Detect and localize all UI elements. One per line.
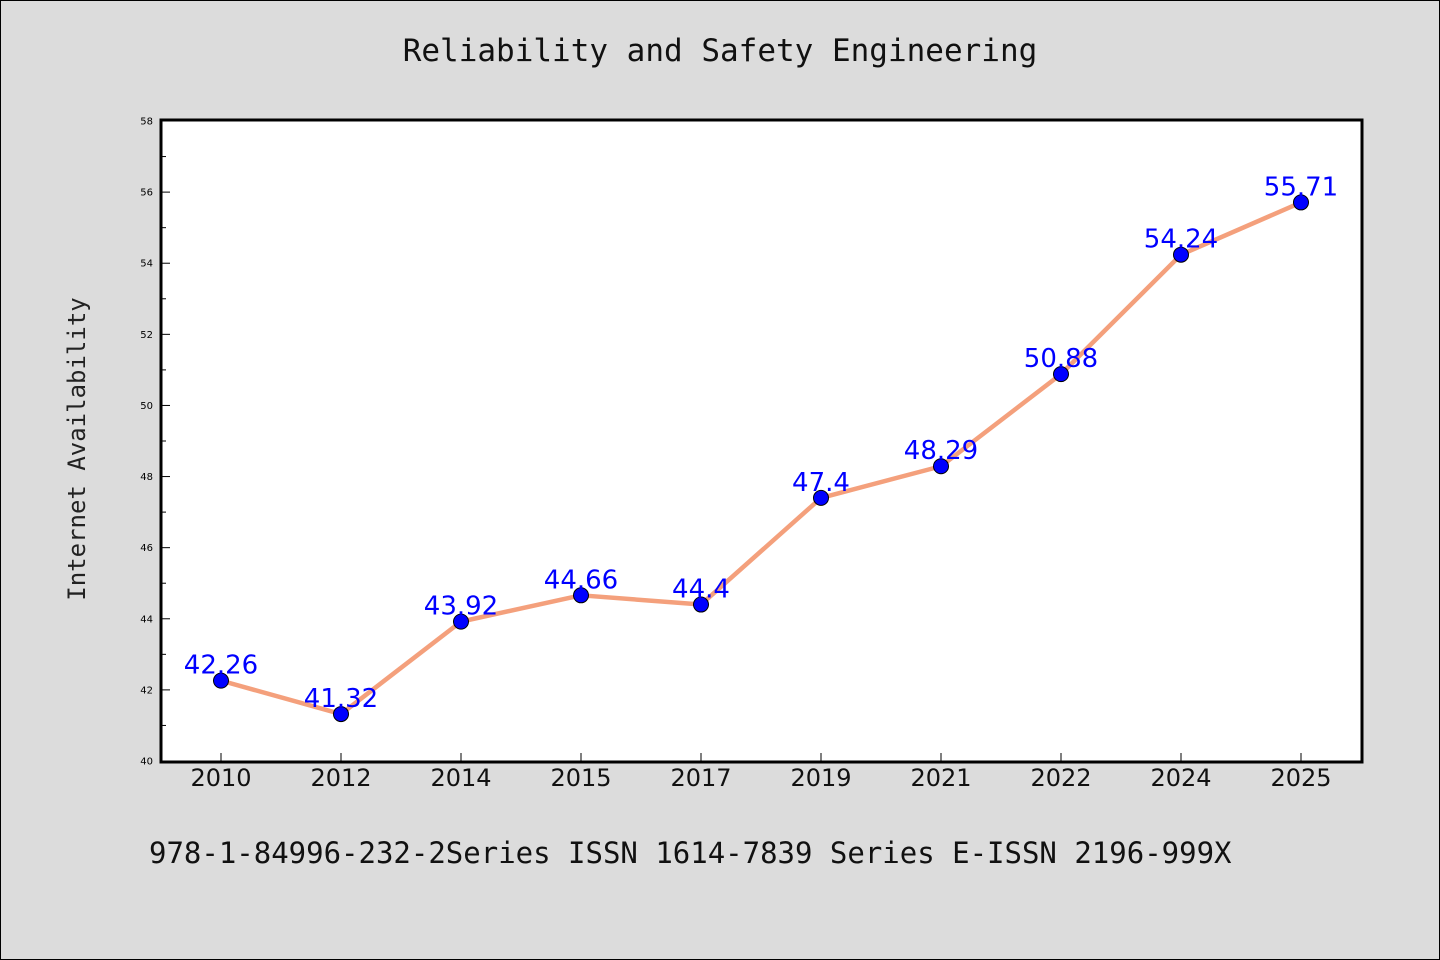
data-point <box>933 458 949 475</box>
x-tick-label: 2010 <box>190 764 251 792</box>
x-tick-label: 2022 <box>1030 764 1091 792</box>
y-tick-label: 50 <box>140 401 153 412</box>
data-label: 54.24 <box>1144 225 1218 255</box>
y-tick-label: 40 <box>140 757 153 768</box>
data-label: 50.88 <box>1024 344 1098 374</box>
data-label: 44.4 <box>672 575 730 605</box>
x-tick-label: 2012 <box>310 764 371 792</box>
data-label: 48.29 <box>904 436 978 466</box>
series-line-group <box>218 200 1304 717</box>
data-labels-group: 42.26 41.32 43.92 44.66 44.4 47.4 48.29 50.88 54… <box>184 172 1338 714</box>
data-label: 42.26 <box>184 651 258 681</box>
y-tick-label: 42 <box>140 685 153 696</box>
data-point <box>693 596 709 613</box>
plot-area <box>159 118 1364 764</box>
x-axis: 2010 2012 2014 2015 2017 2019 2021 2022 2024 2025 <box>190 753 1332 792</box>
series-markers-group <box>213 194 1309 723</box>
data-label: 47.4 <box>792 468 850 498</box>
x-tick-label: 2014 <box>430 764 491 792</box>
x-tick-label: 2025 <box>1270 764 1331 792</box>
data-label: 44.66 <box>544 565 618 595</box>
x-tick-label: 2017 <box>670 764 731 792</box>
y-tick-label: 54 <box>140 259 153 270</box>
x-tick-label: 2021 <box>910 764 971 792</box>
data-point <box>573 587 589 604</box>
y-tick-label: 52 <box>140 330 153 341</box>
data-point <box>213 672 229 689</box>
data-point <box>333 706 349 723</box>
data-point <box>1293 194 1309 211</box>
data-point <box>453 613 469 630</box>
y-tick-label: 58 <box>140 117 153 128</box>
y-tick-label: 46 <box>140 543 153 554</box>
x-tick-label: 2024 <box>1150 764 1211 792</box>
data-point <box>813 489 829 506</box>
y-axis: 40 42 44 46 48 50 52 54 56 58 <box>140 117 170 768</box>
isbn-issn-footer: 978-1-84996-232-2Series ISSN 1614-7839 S… <box>149 836 1232 870</box>
data-point <box>1173 246 1189 263</box>
y-tick-label: 44 <box>140 614 153 625</box>
x-tick-label: 2019 <box>790 764 851 792</box>
data-point <box>1053 366 1069 383</box>
y-tick-label: 56 <box>140 188 153 199</box>
data-label: 55.71 <box>1264 172 1338 202</box>
series-line <box>218 200 1304 717</box>
y-tick-label: 48 <box>140 472 153 483</box>
x-tick-label: 2015 <box>550 764 611 792</box>
chart-title: Reliability and Safety Engineering <box>402 33 1038 69</box>
data-label: 43.92 <box>424 592 498 622</box>
data-label: 41.32 <box>304 684 378 714</box>
